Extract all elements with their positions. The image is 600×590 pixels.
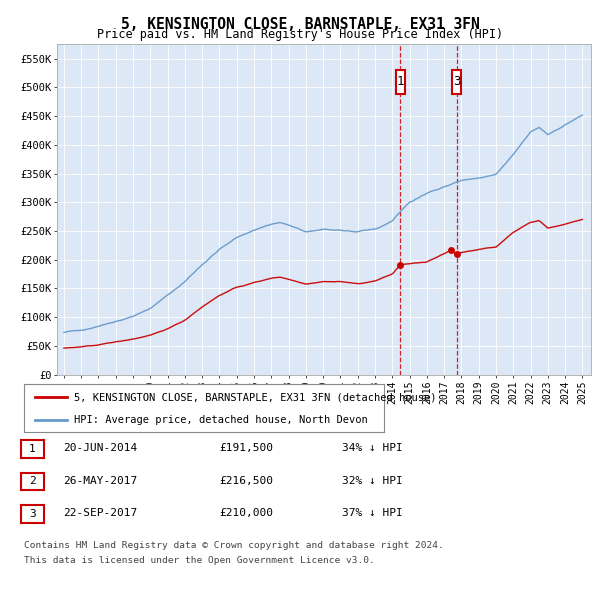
Text: 34% ↓ HPI: 34% ↓ HPI	[342, 444, 403, 453]
Text: 37% ↓ HPI: 37% ↓ HPI	[342, 509, 403, 518]
Text: 3: 3	[29, 509, 36, 519]
Text: 20-JUN-2014: 20-JUN-2014	[63, 444, 137, 453]
Text: 5, KENSINGTON CLOSE, BARNSTAPLE, EX31 3FN (detached house): 5, KENSINGTON CLOSE, BARNSTAPLE, EX31 3F…	[74, 392, 437, 402]
Text: £191,500: £191,500	[219, 444, 273, 453]
Text: 22-SEP-2017: 22-SEP-2017	[63, 509, 137, 518]
Text: HPI: Average price, detached house, North Devon: HPI: Average price, detached house, Nort…	[74, 415, 368, 425]
Text: 5, KENSINGTON CLOSE, BARNSTAPLE, EX31 3FN: 5, KENSINGTON CLOSE, BARNSTAPLE, EX31 3F…	[121, 17, 479, 31]
Text: 32% ↓ HPI: 32% ↓ HPI	[342, 476, 403, 486]
Text: 2: 2	[29, 477, 36, 486]
Bar	[395, 70, 405, 94]
Bar	[452, 70, 461, 94]
Text: Contains HM Land Registry data © Crown copyright and database right 2024.: Contains HM Land Registry data © Crown c…	[24, 541, 444, 550]
Text: £216,500: £216,500	[219, 476, 273, 486]
Text: 1: 1	[29, 444, 36, 454]
Text: Price paid vs. HM Land Registry's House Price Index (HPI): Price paid vs. HM Land Registry's House …	[97, 28, 503, 41]
Text: 1: 1	[397, 75, 404, 88]
Text: 3: 3	[453, 75, 460, 88]
Text: This data is licensed under the Open Government Licence v3.0.: This data is licensed under the Open Gov…	[24, 556, 375, 565]
Text: £210,000: £210,000	[219, 509, 273, 518]
Text: 26-MAY-2017: 26-MAY-2017	[63, 476, 137, 486]
